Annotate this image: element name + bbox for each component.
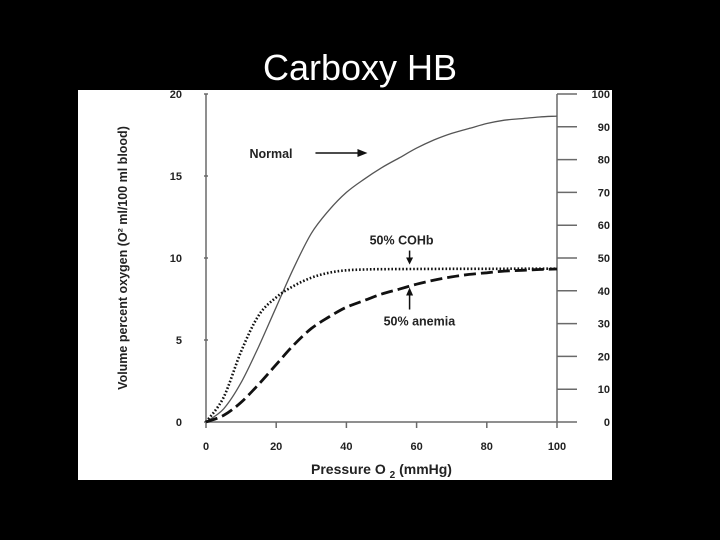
y-axis-label: Volume percent oxygen (O² ml/100 ml bloo… <box>116 126 130 390</box>
y2-tick-label: 20 <box>598 351 610 363</box>
x-axis-label-subscript: 2 <box>390 470 396 480</box>
x-tick-label: 100 <box>548 441 566 453</box>
y2-tick-label: 30 <box>598 319 610 331</box>
y2-tick-label: 0 <box>604 417 610 429</box>
x-axis-label: Pressure O 2 (mmHg) <box>311 461 452 480</box>
annotation-cohb: 50% COHb <box>370 234 434 248</box>
series-line-normal <box>205 115 558 423</box>
annotation-anemia-arrowhead <box>406 287 414 296</box>
oxygen-dissociation-chart: 0 5 10 15 20 0 10 20 30 40 50 60 70 80 90 100 0 20 40 60 80 1… <box>116 89 610 481</box>
annotation-anemia: 50% anemia <box>384 315 457 329</box>
y-tick-label: 15 <box>170 171 182 183</box>
y2-tick-label: 100 <box>592 90 610 101</box>
x-tick-label: 60 <box>410 441 422 453</box>
x-tick-label: 80 <box>481 441 493 453</box>
annotation-normal-arrowhead <box>357 149 368 158</box>
y-tick-label: 20 <box>170 90 182 101</box>
y-tick-label: 10 <box>170 253 182 265</box>
x-axis-label-unit: (mmHg) <box>395 461 452 477</box>
x-tick-label: 20 <box>270 441 282 453</box>
slide-title: Carboxy HB <box>262 47 458 88</box>
x-tick-label: 0 <box>203 441 209 453</box>
series-line-50-anemia <box>205 267 558 424</box>
y2-tick-label: 80 <box>598 155 610 167</box>
chart-figure: 0 5 10 15 20 0 10 20 30 40 50 60 70 80 90 100 0 20 40 60 80 1… <box>78 89 612 481</box>
series-line-50-cohb <box>204 267 558 423</box>
x-axis-label-main: Pressure O <box>311 461 390 477</box>
y2-tick-label: 40 <box>598 286 610 298</box>
annotation-normal: Normal <box>249 147 292 161</box>
x-tick-label: 40 <box>340 441 352 453</box>
y-tick-label: 0 <box>176 417 182 429</box>
y-tick-label: 5 <box>176 335 182 347</box>
y2-tick-label: 70 <box>598 187 610 199</box>
y2-tick-label: 50 <box>598 253 610 265</box>
y2-tick-label: 60 <box>598 220 610 232</box>
annotation-cohb-arrowhead <box>406 257 414 265</box>
y2-tick-label: 10 <box>598 384 610 396</box>
y2-tick-label: 90 <box>598 122 610 134</box>
